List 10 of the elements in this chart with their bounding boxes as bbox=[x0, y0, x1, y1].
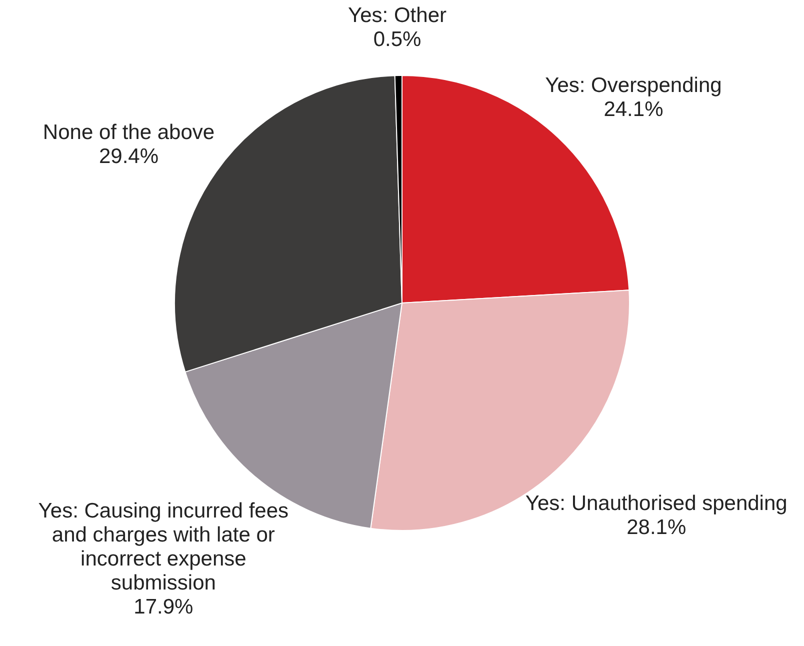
slice-label: Yes: Unauthorised spending bbox=[525, 492, 788, 516]
data-label: 17.9% bbox=[134, 596, 194, 619]
slice-label: None of the above bbox=[42, 120, 215, 144]
data-label: 29.4% bbox=[98, 144, 159, 168]
data-label: 24.1% bbox=[604, 98, 664, 121]
data-label: 28.1% bbox=[626, 516, 686, 540]
slice-label: Yes: Other bbox=[348, 4, 446, 27]
slice-label: Yes: Causing incurred fees and charges with late or incorrect expense submission bbox=[38, 500, 289, 595]
slice-label: Yes: Overspending bbox=[545, 74, 722, 97]
data-label: 0.5% bbox=[373, 28, 422, 51]
